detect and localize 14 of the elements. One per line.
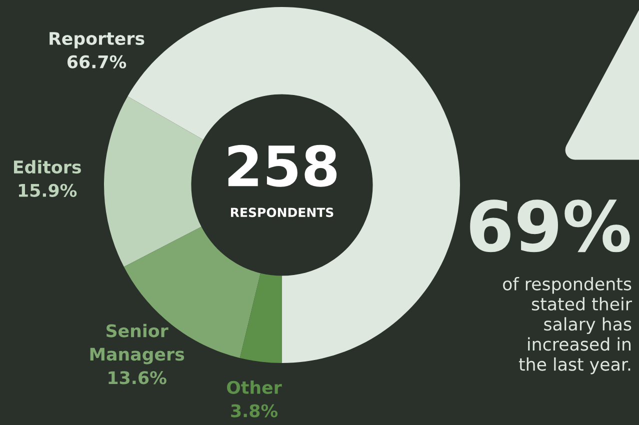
data-label: 66.7% bbox=[68, 55, 126, 68]
donut-slice bbox=[240, 273, 282, 363]
text: 69% bbox=[470, 200, 630, 252]
slice-label: Editors bbox=[14, 160, 81, 174]
text: of respondents stated their salary has increased in the last year. bbox=[503, 277, 632, 374]
data-label: 13.6% bbox=[108, 371, 166, 384]
slice-label: Other bbox=[227, 380, 282, 394]
text: 258 bbox=[228, 144, 337, 187]
data-label: 15.9% bbox=[18, 184, 77, 197]
donut-slice bbox=[104, 96, 204, 267]
text: RESPONDENTS bbox=[230, 208, 334, 218]
slice-label: Reporters bbox=[50, 32, 144, 48]
data-label: 3.8% bbox=[231, 404, 278, 418]
slice-label: Senior Managers bbox=[90, 324, 184, 364]
